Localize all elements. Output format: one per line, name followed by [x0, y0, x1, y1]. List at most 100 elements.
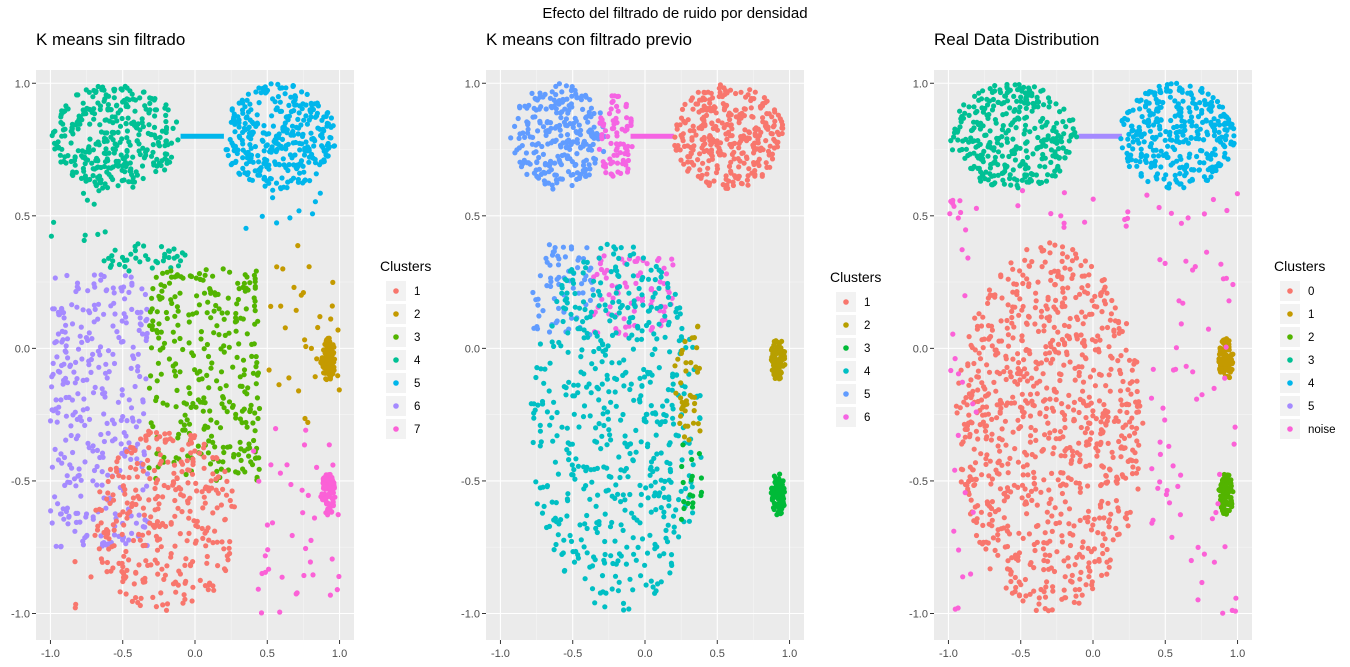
data-point	[58, 544, 64, 550]
data-point	[1209, 169, 1215, 175]
data-point	[1187, 178, 1193, 184]
data-point	[562, 106, 568, 112]
data-point	[1125, 158, 1131, 164]
data-point	[1152, 92, 1158, 98]
data-point	[756, 162, 762, 169]
data-point	[976, 350, 982, 356]
data-point	[999, 437, 1005, 443]
data-point	[1183, 170, 1189, 176]
data-point	[111, 95, 117, 101]
data-point	[968, 497, 974, 503]
data-point	[566, 107, 572, 113]
data-point	[232, 319, 238, 325]
data-point	[1112, 305, 1118, 311]
data-point	[570, 124, 576, 130]
data-point	[310, 155, 316, 161]
data-point	[1158, 117, 1164, 123]
data-point	[252, 285, 258, 291]
data-point	[172, 313, 178, 319]
data-point	[62, 154, 68, 160]
data-point	[775, 112, 782, 118]
data-point	[554, 276, 560, 282]
data-point	[202, 583, 208, 589]
data-point	[742, 127, 748, 133]
data-point	[772, 348, 778, 354]
data-point	[658, 477, 664, 483]
data-point	[77, 333, 83, 339]
data-point	[259, 213, 265, 219]
data-point	[104, 420, 110, 426]
data-point	[236, 286, 242, 292]
data-point	[187, 508, 193, 514]
data-point	[117, 123, 124, 129]
data-point	[1024, 97, 1030, 103]
data-point	[156, 143, 163, 149]
data-point	[989, 499, 996, 505]
data-point	[1147, 128, 1153, 134]
data-point	[648, 459, 655, 465]
data-point	[1061, 587, 1067, 593]
data-point	[1134, 137, 1140, 143]
data-point	[985, 153, 991, 159]
data-point	[243, 225, 249, 231]
data-point	[248, 145, 254, 151]
data-point	[58, 397, 64, 403]
data-point	[661, 551, 667, 557]
data-point	[968, 127, 975, 134]
data-point	[119, 167, 125, 173]
data-point	[105, 490, 111, 496]
data-point	[549, 323, 555, 329]
data-point	[589, 147, 595, 153]
data-point	[266, 566, 272, 572]
data-point	[59, 306, 65, 312]
data-point	[274, 220, 280, 226]
data-point	[80, 190, 87, 196]
data-point	[298, 292, 304, 298]
data-point	[652, 290, 658, 296]
data-point	[85, 288, 91, 294]
data-point	[551, 343, 557, 349]
data-point	[1016, 109, 1022, 115]
data-point	[128, 365, 134, 371]
data-point	[551, 103, 557, 109]
data-point	[93, 141, 99, 147]
data-point	[610, 299, 616, 305]
data-point	[602, 128, 609, 134]
data-point	[319, 135, 325, 141]
data-point	[697, 97, 703, 103]
data-point	[626, 290, 632, 296]
data-point	[1004, 317, 1010, 324]
data-point	[1040, 151, 1046, 158]
data-point	[1071, 399, 1077, 405]
data-point	[245, 91, 251, 97]
data-point	[321, 128, 327, 134]
data-point	[186, 421, 193, 427]
data-point	[1046, 487, 1052, 493]
data-point	[69, 321, 76, 327]
data-point	[161, 340, 168, 346]
data-point	[1003, 130, 1009, 136]
data-point	[1141, 119, 1147, 125]
data-point	[649, 372, 655, 378]
data-point	[69, 302, 75, 308]
data-point	[243, 115, 249, 121]
data-point	[755, 146, 761, 152]
data-point	[534, 159, 540, 166]
data-point	[54, 354, 60, 360]
data-point	[1032, 454, 1038, 460]
data-point	[156, 501, 162, 507]
data-point	[727, 117, 733, 123]
data-point	[1024, 154, 1030, 160]
data-point	[231, 454, 237, 460]
data-point	[136, 562, 142, 568]
data-point	[728, 159, 734, 165]
data-point	[746, 129, 752, 135]
data-point	[155, 329, 161, 335]
data-point	[531, 170, 538, 176]
data-point	[1025, 472, 1031, 478]
data-point	[124, 96, 130, 102]
data-point	[128, 251, 134, 257]
data-point	[1132, 450, 1138, 456]
data-point	[240, 357, 247, 363]
data-point	[301, 178, 308, 184]
